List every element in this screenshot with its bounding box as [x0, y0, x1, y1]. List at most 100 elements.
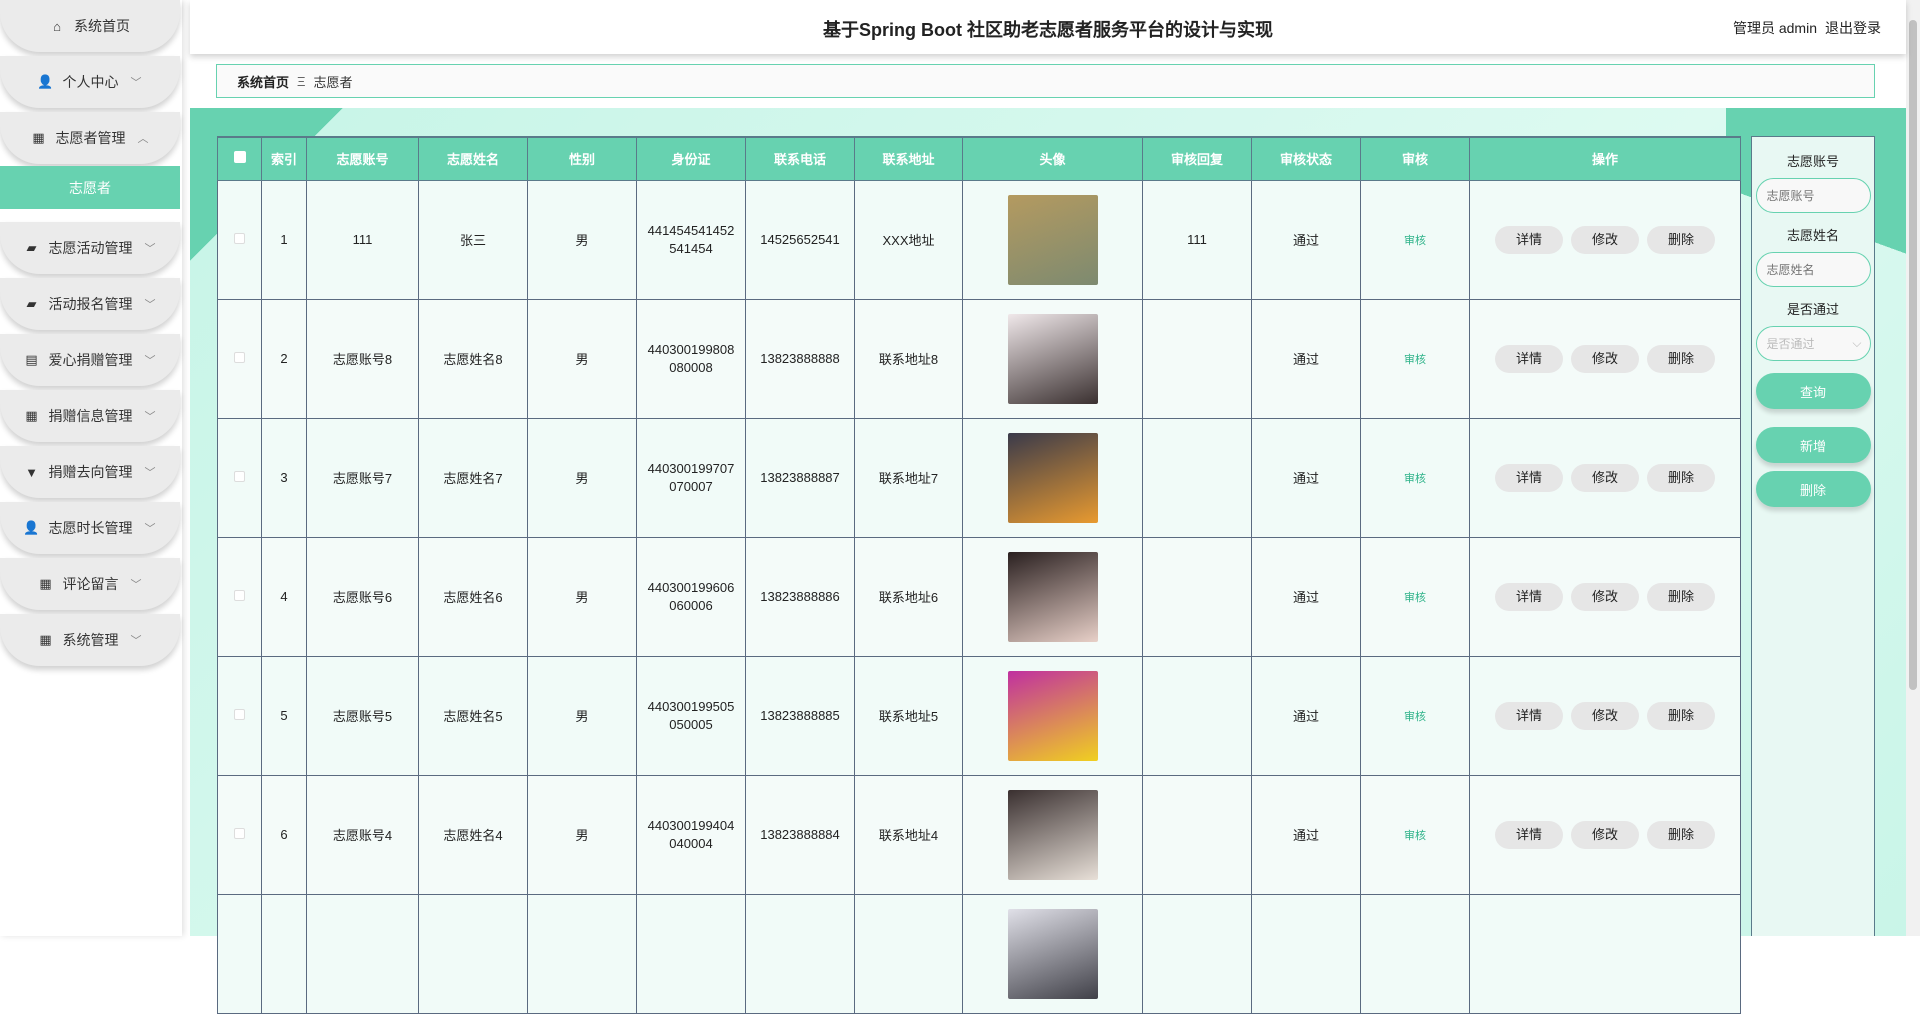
detail-button[interactable]: 详情	[1495, 225, 1563, 254]
sidebar-item-6[interactable]: ▦ 捐赠信息管理 ﹀	[0, 390, 180, 442]
sidebar-item-5[interactable]: ▤ 爱心捐赠管理 ﹀	[0, 334, 180, 386]
pass-select[interactable]: 是否通过 ⌵	[1755, 326, 1871, 361]
audit-link[interactable]: 审核	[1404, 234, 1426, 247]
sidebar-item-0[interactable]: ⌂ 系统首页	[0, 0, 180, 52]
avatar	[1007, 432, 1098, 523]
sidebar-item-label: 志愿者管理	[55, 130, 126, 146]
audit-link[interactable]: 审核	[1404, 353, 1426, 366]
name-label: 志愿姓名	[1786, 228, 1839, 243]
sidebar-item-3[interactable]: ▰ 志愿活动管理 ﹀	[0, 222, 180, 274]
sidebar: ⌂ 系统首页 👤 个人中心 ﹀ ▦ 志愿者管理 ︿ ▰ 志愿活动管理 ﹀ ▰ 活动报名管理 ﹀ ▤ 爱心捐赠管…	[0, 0, 182, 936]
cell-phone: 13823888884	[745, 774, 855, 895]
row-select-cell	[217, 774, 262, 895]
table-cell	[1469, 893, 1741, 1014]
search-panel: 志愿账号 志愿姓名 是否通过 是否通过 ⌵ 查询 新增 删除	[1751, 136, 1875, 936]
cell-idx: 4	[261, 536, 307, 657]
sidebar-subitem-volunteer[interactable]: 志愿者	[0, 166, 180, 209]
detail-button[interactable]: 详情	[1495, 701, 1563, 730]
cell-id: 440300199505050005	[636, 655, 746, 776]
audit-link[interactable]: 审核	[1404, 829, 1426, 842]
avatar	[1007, 551, 1098, 642]
scrollbar-thumb[interactable]	[1909, 20, 1917, 690]
batch-delete-button[interactable]: 删除	[1755, 471, 1871, 507]
audit-link[interactable]: 审核	[1404, 710, 1426, 723]
sidebar-item-10[interactable]: ▦ 系统管理 ﹀	[0, 614, 180, 666]
add-button[interactable]: 新增	[1755, 427, 1871, 463]
delete-button[interactable]: 删除	[1647, 225, 1715, 254]
detail-button[interactable]: 详情	[1495, 344, 1563, 373]
row-checkbox[interactable]	[234, 233, 245, 244]
table-row: 4 志愿账号6 志愿姓名6 男 440300199606060006 1382388888…	[217, 536, 1741, 657]
chevron-icon: ﹀	[130, 635, 142, 647]
home-icon: ⌂	[53, 18, 61, 34]
cell-idx: 5	[261, 655, 307, 776]
cell-avatar	[962, 893, 1143, 1014]
table-row: 3 志愿账号7 志愿姓名7 男 440300199707070007 1382388888…	[217, 417, 1741, 538]
table-row: 2 志愿账号8 志愿姓名8 男 440300199808080008 1382388888…	[217, 298, 1741, 419]
sidebar-item-9[interactable]: ▦ 评论留言 ﹀	[0, 558, 180, 610]
table-cell	[636, 893, 746, 1014]
chevron-icon: ︿	[137, 133, 149, 145]
account-search-input[interactable]	[1755, 178, 1871, 213]
edit-button[interactable]: 修改	[1571, 344, 1639, 373]
edit-button[interactable]: 修改	[1571, 701, 1639, 730]
detail-button[interactable]: 详情	[1495, 463, 1563, 492]
sidebar-item-1[interactable]: 👤 个人中心 ﹀	[0, 56, 180, 108]
table-cell	[217, 893, 262, 1014]
audit-link[interactable]: 审核	[1404, 472, 1426, 485]
scrollbar[interactable]	[1906, 0, 1920, 936]
column-header: 审核状态	[1251, 136, 1361, 181]
detail-button[interactable]: 详情	[1495, 582, 1563, 611]
user-icon: 👤	[23, 520, 40, 535]
edit-button[interactable]: 修改	[1571, 582, 1639, 611]
edit-button[interactable]: 修改	[1571, 463, 1639, 492]
sidebar-item-4[interactable]: ▰ 活动报名管理 ﹀	[0, 278, 180, 330]
select-all-checkbox[interactable]	[233, 151, 246, 164]
query-button[interactable]: 查询	[1755, 373, 1871, 409]
sidebar-item-7[interactable]: ▼ 捐赠去向管理 ﹀	[0, 446, 180, 498]
delete-button[interactable]: 删除	[1647, 463, 1715, 492]
avatar	[1007, 670, 1098, 761]
delete-button[interactable]: 删除	[1647, 582, 1715, 611]
column-header: 审核回复	[1142, 136, 1252, 181]
detail-button[interactable]: 详情	[1495, 820, 1563, 849]
column-header: 身份证	[636, 136, 746, 181]
chevron-icon: ﹀	[144, 411, 156, 423]
chevron-icon: ﹀	[144, 355, 156, 367]
row-checkbox[interactable]	[234, 471, 245, 482]
cell-name: 张三	[418, 179, 528, 300]
cell-audit: 审核	[1360, 536, 1470, 657]
cell-name: 志愿姓名4	[418, 774, 528, 895]
cell-id: 440300199808080008	[636, 298, 746, 419]
cell-name: 志愿姓名6	[418, 536, 528, 657]
delete-button[interactable]: 删除	[1647, 701, 1715, 730]
row-checkbox[interactable]	[234, 828, 245, 839]
sidebar-item-8[interactable]: 👤 志愿时长管理 ﹀	[0, 502, 180, 554]
edit-button[interactable]: 修改	[1571, 225, 1639, 254]
cell-actions: 详情 修改 删除	[1469, 536, 1741, 657]
column-header: 联系电话	[745, 136, 855, 181]
select-all-header	[217, 136, 262, 181]
logout-link[interactable]: 退出登录	[1825, 20, 1881, 36]
cell-status: 通过	[1251, 774, 1361, 895]
table-cell	[261, 893, 307, 1014]
sidebar-item-label: 捐赠去向管理	[48, 464, 133, 480]
account-label: 志愿账号	[1786, 154, 1839, 169]
delete-button[interactable]: 删除	[1647, 344, 1715, 373]
row-checkbox[interactable]	[234, 709, 245, 720]
row-select-cell	[217, 536, 262, 657]
table-cell	[1360, 893, 1470, 1014]
audit-link[interactable]: 审核	[1404, 591, 1426, 604]
grid-icon: ▦	[39, 576, 52, 591]
edit-button[interactable]: 修改	[1571, 820, 1639, 849]
breadcrumb-home[interactable]: 系统首页	[237, 74, 290, 90]
row-checkbox[interactable]	[234, 352, 245, 363]
column-header: 操作	[1469, 136, 1741, 181]
row-select-cell	[217, 298, 262, 419]
delete-button[interactable]: 删除	[1647, 820, 1715, 849]
cell-account: 志愿账号4	[306, 774, 419, 895]
name-search-input[interactable]	[1755, 252, 1871, 287]
cell-gender: 男	[527, 655, 637, 776]
sidebar-item-2[interactable]: ▦ 志愿者管理 ︿	[0, 112, 180, 164]
row-checkbox[interactable]	[234, 590, 245, 601]
